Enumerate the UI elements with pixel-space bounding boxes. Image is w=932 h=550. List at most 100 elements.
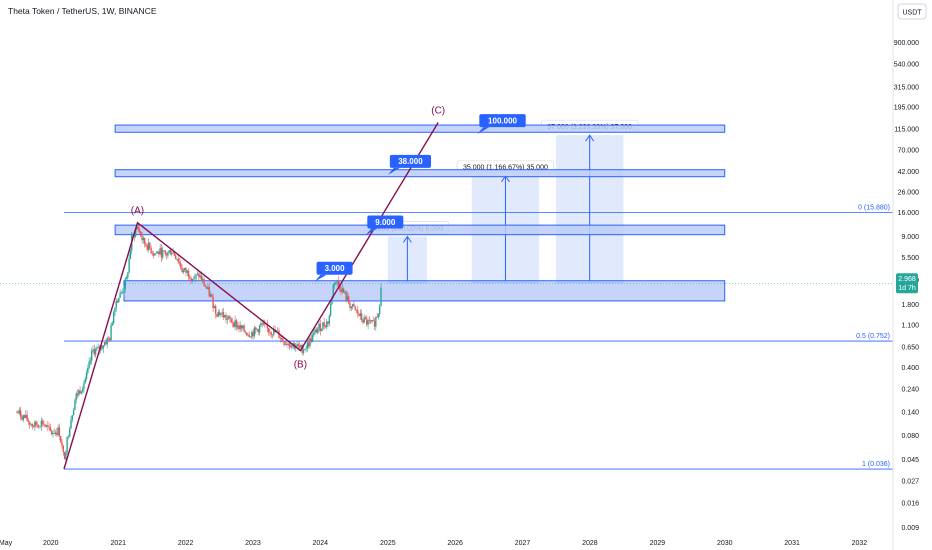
candle-body xyxy=(168,250,170,253)
candle-body xyxy=(44,424,46,427)
candle-body xyxy=(265,324,267,325)
candle-body xyxy=(216,313,218,317)
target-callout-pointer xyxy=(365,228,378,236)
candle-body xyxy=(364,317,367,320)
candle-body xyxy=(344,291,346,293)
candle-body xyxy=(50,431,53,435)
candle-body xyxy=(320,328,323,332)
candle-body xyxy=(31,424,33,427)
candle-body xyxy=(63,451,66,460)
candle-body xyxy=(357,310,359,314)
candle-body xyxy=(331,298,333,305)
candle-body xyxy=(270,332,272,335)
candle-body xyxy=(129,250,132,259)
y-tick-label: 16.000 xyxy=(898,210,920,217)
candle-body xyxy=(127,272,129,278)
target-callout-label: 9.000 xyxy=(375,218,396,227)
candle-body xyxy=(289,345,292,348)
candle-body xyxy=(367,320,369,325)
candle-body xyxy=(240,325,243,329)
candle-body xyxy=(172,252,174,254)
candle-body xyxy=(43,424,45,425)
candle-body xyxy=(279,337,281,339)
x-tick-label: 2030 xyxy=(717,540,733,547)
y-tick-label: 0.650 xyxy=(901,345,919,352)
candle-body xyxy=(242,325,244,329)
price-axis[interactable]: 900.000 540.000 315.000 195.000 115.000 70.00… xyxy=(894,40,919,532)
candle-body xyxy=(156,251,159,254)
candle-body xyxy=(360,313,363,321)
candle-body xyxy=(174,255,177,259)
y-tick-label: 0.016 xyxy=(901,501,919,508)
candle-body xyxy=(217,311,219,317)
x-tick-label: 2028 xyxy=(582,540,598,547)
y-tick-label: 0.400 xyxy=(901,365,919,372)
candle-body xyxy=(102,345,105,349)
candle-body xyxy=(375,317,377,327)
candle-body xyxy=(327,321,329,324)
annotation-labels: (A) (B) (C) xyxy=(131,105,445,370)
candle-body xyxy=(62,445,64,452)
fib-level-label: 0.5 (0.752) xyxy=(856,333,890,340)
target-callout-label: 3.000 xyxy=(325,264,346,273)
candle-body xyxy=(362,320,364,323)
candle-body xyxy=(115,300,117,308)
candle-body xyxy=(193,278,195,280)
candle-body xyxy=(47,425,49,427)
candle-body xyxy=(311,334,314,342)
target-callouts: 3.000 9.000 38.000 100.000 xyxy=(314,114,526,282)
candle-body xyxy=(106,338,108,345)
candle-body xyxy=(199,275,201,278)
candle-body xyxy=(282,338,284,342)
candle-body xyxy=(342,288,345,293)
candle-body xyxy=(288,343,291,346)
x-tick-label: 2026 xyxy=(447,540,463,547)
candle-body xyxy=(58,427,61,437)
x-tick-label: 2029 xyxy=(650,540,666,547)
candle-body xyxy=(226,318,229,320)
candle-body xyxy=(335,282,337,284)
candle-body xyxy=(261,323,263,325)
x-tick-label: 2020 xyxy=(43,540,59,547)
currency-label: USDT xyxy=(902,10,922,17)
candle-body xyxy=(155,253,157,254)
candle-body xyxy=(165,253,168,256)
candle-body xyxy=(266,324,269,329)
candle-body xyxy=(224,314,226,318)
candle-body xyxy=(16,411,18,413)
candle-body xyxy=(45,425,48,427)
currency-button-frame[interactable] xyxy=(897,3,927,20)
candle-body xyxy=(212,296,214,309)
candle-body xyxy=(121,291,124,293)
candle-body xyxy=(110,325,112,341)
currency-button[interactable]: USDT xyxy=(897,3,927,20)
candle-body xyxy=(85,372,88,379)
x-tick-label: 2021 xyxy=(110,540,126,547)
x-tick-label: 2024 xyxy=(313,540,329,547)
candle-body xyxy=(92,349,94,351)
candle-body xyxy=(90,350,93,361)
time-axis[interactable]: May 2020 2021 2022 2023 2024 2025 2026 2027 2028 2… xyxy=(0,540,867,547)
candle-body xyxy=(78,390,80,396)
candle-body xyxy=(79,390,81,394)
candle-body xyxy=(245,332,248,336)
candle-body xyxy=(377,313,380,318)
abc-wave-line xyxy=(63,122,439,470)
candle-body xyxy=(105,342,107,345)
candle-body xyxy=(196,273,199,275)
candle-body xyxy=(34,421,36,428)
x-tick-label: 2031 xyxy=(784,540,800,547)
candle-body xyxy=(333,283,336,285)
price-zone xyxy=(123,280,726,302)
candle-body xyxy=(220,313,222,316)
candle-body xyxy=(368,320,371,321)
candle-body xyxy=(244,331,247,333)
candle-body xyxy=(32,426,35,428)
x-tick-label: 2022 xyxy=(178,540,194,547)
wave-path xyxy=(63,122,439,470)
candle-body xyxy=(341,288,343,293)
candle-body xyxy=(123,288,125,292)
candle-body xyxy=(54,432,57,435)
candle-body xyxy=(60,436,62,443)
